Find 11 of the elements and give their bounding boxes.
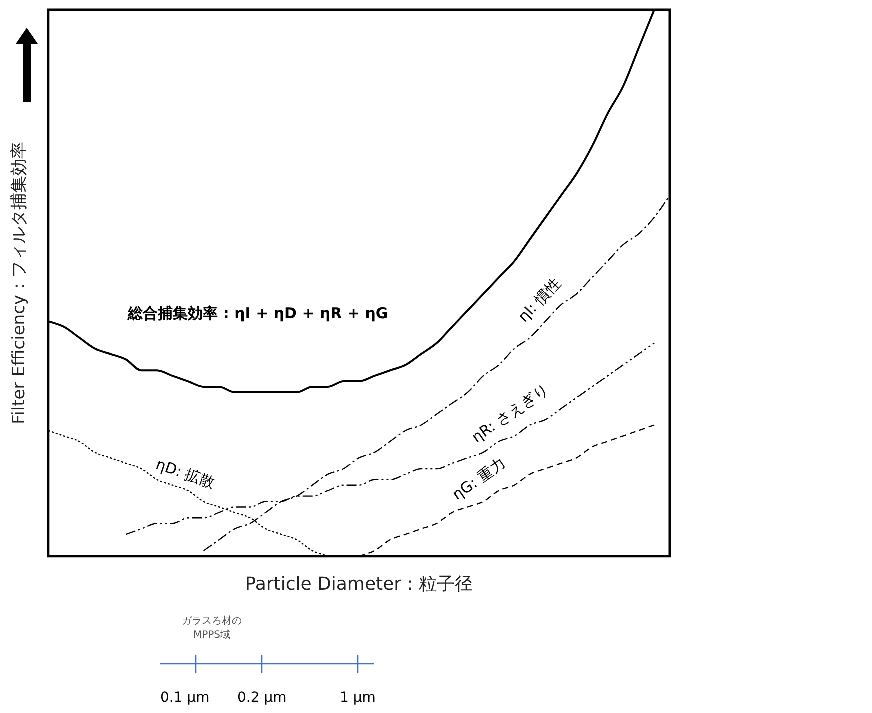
text: 1 µm — [340, 690, 376, 706]
text: 0.2 µm — [238, 690, 287, 706]
text: ガラスろ材の MPPS域 — [182, 614, 242, 642]
text: 0.1 µm — [160, 690, 210, 706]
text: ηI: 慣性 — [514, 274, 565, 326]
text: ηR: さえぎり — [468, 380, 552, 447]
y-axis-title: Filter Efficiency：フィルタ捕集効率 — [10, 142, 30, 424]
text: 総合捕集効率 : ηI + ηD + ηR + ηG — [127, 304, 388, 322]
text: ηD: 拡散 — [154, 455, 218, 492]
x-axis-title: Particle Diameter : 粒子径 — [245, 574, 474, 595]
text: ηG: 重力 — [449, 454, 510, 504]
